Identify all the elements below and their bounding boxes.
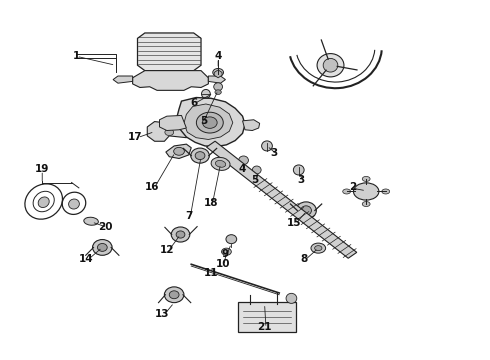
Text: 20: 20 (98, 222, 113, 231)
Text: 18: 18 (203, 198, 218, 208)
Ellipse shape (317, 54, 344, 77)
Ellipse shape (323, 58, 338, 72)
Ellipse shape (213, 68, 223, 76)
Text: 7: 7 (185, 211, 193, 221)
Ellipse shape (382, 189, 390, 194)
Ellipse shape (216, 161, 226, 167)
Text: 5: 5 (251, 175, 258, 185)
Text: 12: 12 (160, 245, 174, 255)
Text: 4: 4 (239, 164, 246, 174)
Polygon shape (113, 76, 133, 83)
Ellipse shape (176, 231, 185, 238)
Ellipse shape (221, 248, 231, 255)
Ellipse shape (84, 217, 98, 225)
Polygon shape (214, 70, 222, 78)
Text: 1: 1 (73, 51, 80, 61)
Ellipse shape (362, 202, 370, 207)
Ellipse shape (196, 112, 223, 133)
Polygon shape (166, 144, 191, 158)
Polygon shape (138, 33, 201, 71)
Text: 16: 16 (145, 182, 159, 192)
Ellipse shape (262, 141, 272, 151)
Polygon shape (206, 141, 357, 258)
Ellipse shape (93, 239, 112, 255)
Ellipse shape (169, 291, 179, 299)
Ellipse shape (173, 147, 184, 155)
Polygon shape (147, 122, 191, 141)
Ellipse shape (215, 90, 221, 94)
Polygon shape (159, 116, 186, 131)
Ellipse shape (362, 176, 370, 181)
Ellipse shape (301, 206, 312, 215)
Polygon shape (184, 104, 233, 139)
Text: 5: 5 (200, 116, 207, 126)
Ellipse shape (294, 165, 304, 175)
Ellipse shape (252, 166, 261, 174)
FancyBboxPatch shape (238, 302, 296, 332)
Text: 17: 17 (128, 132, 143, 142)
Ellipse shape (343, 189, 350, 194)
Text: 13: 13 (155, 310, 169, 319)
Ellipse shape (201, 89, 210, 98)
Ellipse shape (315, 246, 322, 251)
Ellipse shape (226, 235, 237, 244)
Text: 21: 21 (257, 322, 272, 332)
Ellipse shape (164, 287, 184, 303)
Text: 11: 11 (203, 268, 218, 278)
Text: 2: 2 (349, 182, 356, 192)
Text: 4: 4 (215, 51, 222, 61)
Text: 15: 15 (287, 218, 301, 228)
Ellipse shape (191, 148, 209, 163)
Ellipse shape (239, 156, 248, 165)
Text: 19: 19 (35, 164, 49, 174)
Ellipse shape (69, 199, 79, 209)
Ellipse shape (214, 83, 222, 91)
Polygon shape (208, 76, 225, 83)
Text: 9: 9 (222, 248, 229, 258)
Text: 10: 10 (216, 259, 230, 269)
Polygon shape (176, 98, 245, 147)
Ellipse shape (195, 152, 205, 159)
Ellipse shape (171, 227, 190, 242)
Text: 3: 3 (297, 175, 305, 185)
Text: 6: 6 (190, 98, 197, 108)
Ellipse shape (98, 243, 107, 251)
Ellipse shape (311, 243, 326, 253)
Polygon shape (243, 120, 260, 131)
Ellipse shape (296, 202, 317, 219)
Ellipse shape (165, 129, 173, 135)
Ellipse shape (211, 157, 230, 170)
Ellipse shape (202, 117, 217, 129)
Text: 8: 8 (300, 254, 307, 264)
Ellipse shape (286, 293, 297, 303)
Text: 3: 3 (270, 148, 278, 158)
Text: 14: 14 (79, 254, 94, 264)
Ellipse shape (38, 197, 49, 207)
Ellipse shape (353, 183, 379, 200)
Polygon shape (133, 71, 208, 90)
